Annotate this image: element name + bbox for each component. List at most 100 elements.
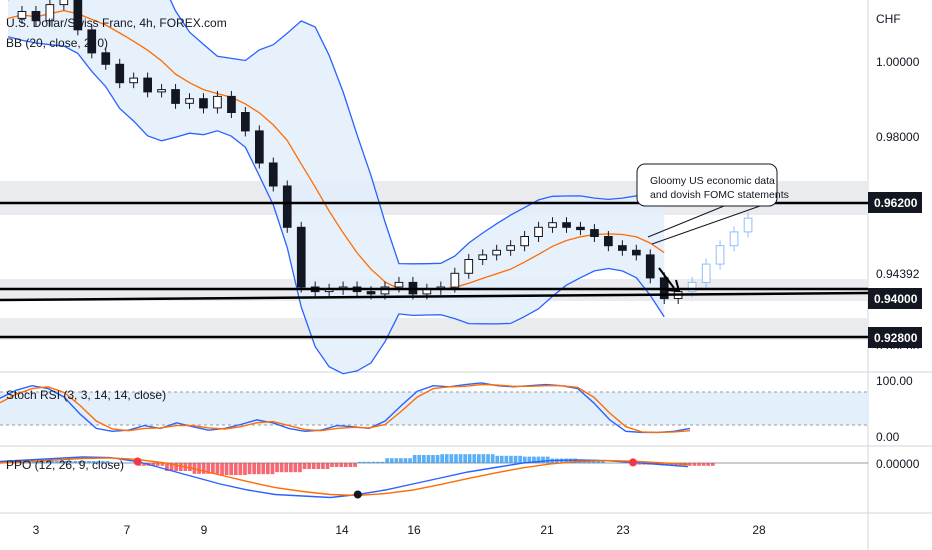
stoch-rsi-label[interactable]: Stoch RSI (3, 3, 14, 14, close): [6, 388, 166, 402]
ppo-histogram-bar: [142, 463, 146, 466]
ppo-histogram-bar: [408, 458, 412, 463]
ppo-tick-zero: 0.00000: [876, 457, 920, 471]
candle: [45, 0, 55, 27]
ppo-histogram-bar: [155, 463, 160, 466]
ppo-histogram-bar: [261, 463, 266, 475]
candle: [213, 90, 222, 114]
ppo-histogram-bar: [422, 455, 426, 463]
ppo-histogram-bar: [472, 454, 477, 463]
ppo-histogram-bar: [311, 463, 316, 469]
price-tick-2: 0.98000: [876, 130, 920, 144]
symbol-title[interactable]: U.S. Dollar/Swiss Franc, 4h, FOREX.com: [6, 16, 227, 30]
ppo-histogram-bar: [220, 463, 224, 475]
candle: [520, 231, 529, 252]
time-tick-label: 14: [335, 523, 349, 537]
ppo-histogram-bar: [73, 461, 78, 463]
ppo-histogram-bar: [178, 463, 183, 471]
ppo-label[interactable]: PPO (12, 26, 9, close): [6, 458, 124, 472]
ppo-histogram-bar: [302, 463, 307, 469]
level-tag-0928[interactable]: 0.92800: [868, 327, 922, 348]
ppo-histogram-bar: [481, 454, 486, 463]
candle: [562, 217, 571, 233]
candle: [282, 180, 292, 233]
candle: [576, 221, 585, 236]
ppo-histogram-bar: [366, 461, 371, 463]
ppo-histogram-bar: [68, 461, 73, 463]
ppo-histogram-bar: [380, 461, 385, 463]
ppo-histogram-bar: [174, 463, 178, 471]
ppo-histogram-bar: [697, 463, 701, 466]
candle: [464, 253, 474, 279]
current-price-label: 0.94392: [876, 267, 920, 281]
ppo-histogram-bar: [600, 461, 605, 463]
ppo-histogram-bar: [197, 463, 201, 474]
ppo-histogram-bar: [532, 456, 536, 463]
stoch-tick-100: 100.00: [876, 374, 913, 388]
ppo-histogram-bar: [399, 458, 403, 463]
ppo-histogram-bar: [169, 463, 174, 471]
candle: [73, 0, 83, 36]
ppo-histogram-bar: [467, 454, 472, 463]
candle: [590, 224, 599, 243]
ppo-histogram-bar: [509, 455, 513, 463]
ppo-histogram-bar: [587, 461, 591, 463]
candle: [171, 84, 180, 109]
candle: [227, 90, 236, 119]
ppo-histogram-bar: [385, 458, 389, 463]
ppo-histogram-bar: [665, 463, 669, 466]
level-tag-0962-text: 0.96200: [874, 196, 918, 210]
bb-upper-line: [8, 0, 665, 265]
ppo-histogram-bar: [55, 461, 59, 463]
ppo-histogram-bar: [458, 454, 463, 463]
ppo-histogram-bar: [518, 455, 522, 463]
candle: [645, 249, 655, 284]
ppo-histogram-bar: [701, 463, 706, 466]
ppo-histogram-bar: [293, 463, 298, 473]
ppo-histogram-bar: [357, 461, 362, 463]
ppo-histogram-bar: [637, 463, 642, 465]
candle: [115, 58, 125, 89]
ppo-histogram-bar: [321, 463, 325, 469]
ppo-histogram-bar: [243, 463, 247, 475]
ppo-histogram-bar: [454, 454, 458, 463]
ppo-histogram-bar: [371, 461, 376, 463]
ppo-histogram-bar: [289, 463, 293, 473]
ppo-histogram-bar: [513, 455, 518, 463]
ppo-histogram-bar: [91, 461, 96, 463]
level-tag-0940-text: 0.94000: [874, 292, 918, 306]
support-trendline[interactable]: [0, 291, 869, 302]
time-tick-label: 21: [540, 523, 554, 537]
ppo-histogram-bar: [211, 463, 215, 474]
ppo-histogram-bar: [706, 463, 710, 466]
drop-arrow: [658, 267, 675, 289]
annotation-box: [636, 163, 778, 207]
time-tick-label: 16: [407, 523, 421, 537]
annotation-callout[interactable]: Gloomy US economic data and dovish FOMC …: [636, 163, 789, 245]
candle: [101, 47, 111, 70]
ppo-histogram-bar: [233, 463, 238, 475]
candle: [506, 240, 515, 256]
ppo-histogram-bar: [96, 461, 100, 463]
ppo-histogram-bar: [82, 461, 87, 463]
time-tick-label: 28: [752, 523, 766, 537]
ppo-histogram-bar: [252, 463, 256, 475]
candle: [129, 72, 139, 89]
ppo-histogram-bar: [591, 461, 596, 463]
stoch-k-line: [0, 382, 691, 434]
ppo-histogram-bar: [160, 463, 165, 466]
level-tag-0940[interactable]: 0.94000: [868, 288, 922, 309]
level-tag-0928-text: 0.92800: [874, 331, 918, 345]
bb-indicator-label[interactable]: BB (20, close, 2, 0): [6, 36, 108, 50]
ppo-histogram-bar: [188, 463, 192, 471]
ppo-histogram-bar: [165, 463, 169, 471]
ppo-histogram-bar: [504, 455, 509, 463]
ppo-histogram-bar: [224, 463, 229, 475]
time-axis: 3 7 9 14 16 21 23 28: [33, 523, 766, 537]
ppo-histogram-bar: [279, 463, 284, 473]
ppo-cross-dot: [353, 490, 362, 499]
level-tag-0962[interactable]: 0.96200: [868, 192, 922, 213]
stoch-band: [0, 392, 868, 425]
ppo-histogram-bar: [412, 455, 417, 463]
candle: [618, 240, 627, 256]
